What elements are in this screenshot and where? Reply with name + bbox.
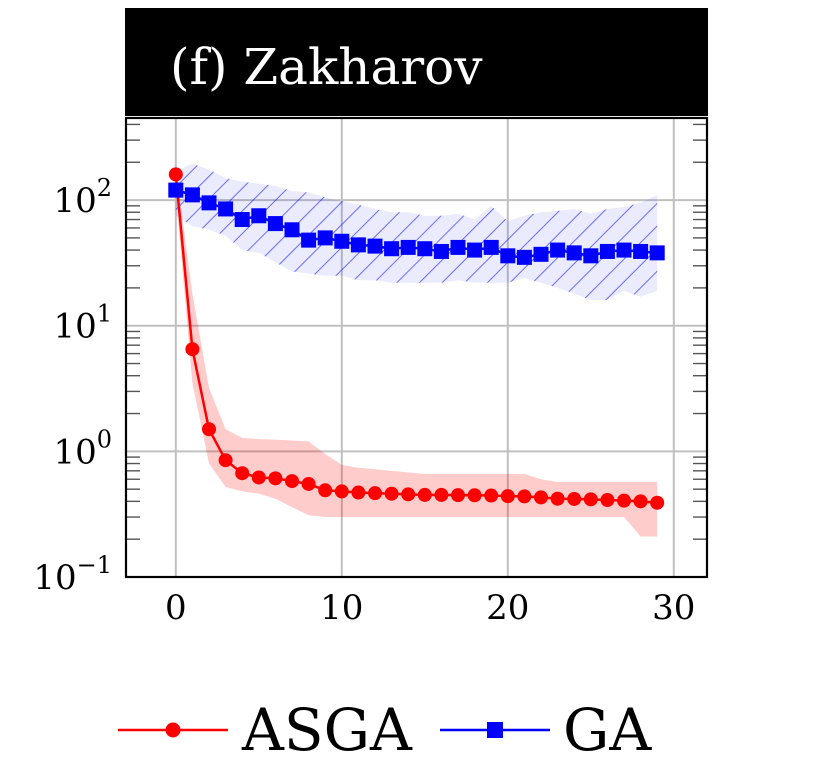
point-ga-20 bbox=[500, 248, 516, 264]
point-ga-25 bbox=[583, 248, 599, 264]
point-ga-7 bbox=[284, 222, 300, 238]
x-tick-label-0: 0 bbox=[165, 588, 187, 628]
title-bar bbox=[125, 8, 708, 116]
point-ga-2 bbox=[201, 195, 217, 211]
point-ga-26 bbox=[599, 243, 615, 259]
point-asga-16 bbox=[434, 487, 449, 502]
y-tick-label-3: 102 bbox=[53, 174, 112, 221]
x-tick-label-2: 20 bbox=[486, 588, 529, 628]
point-ga-14 bbox=[400, 239, 416, 255]
point-ga-24 bbox=[566, 245, 582, 261]
point-ga-16 bbox=[433, 243, 449, 259]
point-ga-4 bbox=[234, 212, 250, 228]
point-asga-5 bbox=[251, 470, 266, 485]
point-asga-4 bbox=[235, 466, 250, 481]
point-asga-22 bbox=[534, 490, 548, 505]
point-asga-26 bbox=[600, 493, 615, 508]
x-tick-label-1: 10 bbox=[320, 588, 363, 628]
error-bands bbox=[175, 163, 658, 537]
y-tick-label-1: 100 bbox=[53, 425, 112, 472]
point-asga-6 bbox=[268, 471, 283, 486]
legend: ASGA GA bbox=[118, 696, 652, 764]
point-asga-3 bbox=[218, 453, 233, 468]
point-asga-1 bbox=[185, 342, 200, 357]
point-ga-5 bbox=[251, 208, 267, 224]
legend-ga-label: GA bbox=[563, 696, 652, 764]
point-ga-13 bbox=[384, 241, 400, 257]
point-ga-29 bbox=[649, 245, 665, 261]
plot-frame bbox=[124, 116, 709, 579]
point-ga-3 bbox=[218, 201, 234, 217]
point-asga-15 bbox=[417, 487, 432, 502]
chart-title: (f) Zakharov bbox=[170, 38, 483, 96]
legend-asga-marker bbox=[165, 722, 181, 738]
point-asga-27 bbox=[617, 493, 631, 508]
point-ga-6 bbox=[267, 216, 283, 232]
point-ga-21 bbox=[516, 249, 532, 265]
legend-asga-label: ASGA bbox=[241, 696, 413, 764]
point-ga-1 bbox=[184, 187, 200, 203]
point-ga-8 bbox=[301, 232, 317, 248]
point-asga-18 bbox=[467, 488, 482, 503]
band-ga-hatch bbox=[175, 163, 658, 301]
x-tick-label-3: 30 bbox=[652, 588, 695, 628]
point-asga-9 bbox=[318, 483, 333, 498]
point-asga-11 bbox=[351, 485, 366, 500]
point-ga-17 bbox=[450, 239, 466, 255]
point-asga-0 bbox=[168, 167, 183, 182]
point-asga-20 bbox=[500, 489, 515, 504]
point-ga-18 bbox=[467, 242, 483, 258]
point-ga-22 bbox=[533, 246, 549, 262]
point-ga-0 bbox=[168, 182, 184, 198]
legend-ga-marker bbox=[487, 722, 503, 738]
y-tick-labels: 10−1 100 101 102 bbox=[33, 174, 112, 598]
point-ga-11 bbox=[350, 237, 366, 253]
point-asga-28 bbox=[633, 494, 648, 509]
series-markers bbox=[168, 167, 665, 510]
point-asga-2 bbox=[202, 422, 216, 437]
point-ga-27 bbox=[616, 242, 632, 258]
band-asga bbox=[175, 167, 658, 537]
point-ga-9 bbox=[317, 230, 333, 246]
point-asga-14 bbox=[401, 487, 416, 502]
point-ga-28 bbox=[633, 243, 649, 259]
point-ga-23 bbox=[550, 242, 566, 258]
point-ga-15 bbox=[417, 241, 433, 257]
y-tick-label-0: 10−1 bbox=[33, 551, 112, 598]
minor-ticks bbox=[126, 123, 707, 540]
point-ga-19 bbox=[483, 239, 499, 255]
point-asga-23 bbox=[550, 491, 565, 506]
point-asga-19 bbox=[484, 488, 499, 503]
point-ga-12 bbox=[367, 238, 383, 254]
point-asga-25 bbox=[583, 492, 598, 507]
point-asga-13 bbox=[384, 486, 399, 501]
point-asga-24 bbox=[567, 491, 582, 506]
point-ga-10 bbox=[334, 233, 350, 249]
point-asga-12 bbox=[368, 486, 382, 501]
point-asga-7 bbox=[285, 474, 299, 489]
point-asga-21 bbox=[517, 489, 532, 504]
x-tick-labels: 0 10 20 30 bbox=[165, 588, 695, 628]
point-asga-8 bbox=[301, 476, 316, 491]
point-asga-17 bbox=[451, 488, 465, 503]
point-asga-29 bbox=[650, 495, 665, 510]
point-asga-10 bbox=[334, 484, 349, 499]
y-tick-label-2: 101 bbox=[53, 300, 112, 347]
